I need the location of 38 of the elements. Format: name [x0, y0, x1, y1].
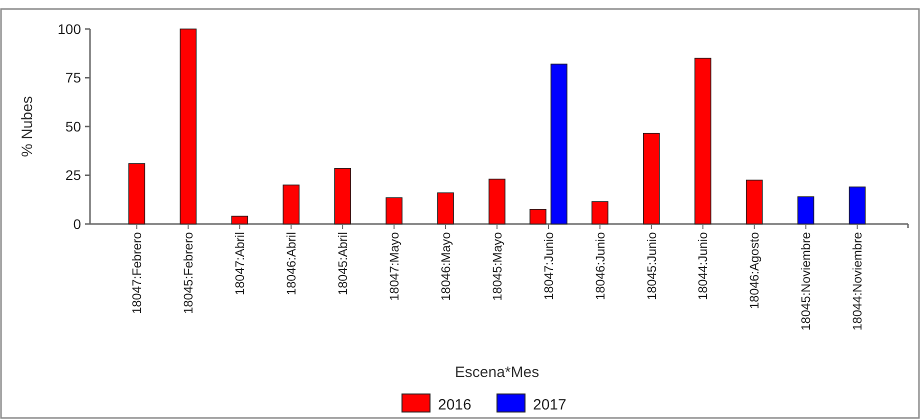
- bar: [643, 132, 660, 224]
- x-tick-label: 18047:Junio: [542, 232, 556, 300]
- bar: [386, 197, 402, 224]
- bar: [746, 180, 763, 224]
- x-axis-title: Escena*Mes: [454, 364, 540, 381]
- bar: [180, 28, 197, 224]
- x-tick-label: 18047:Mayo: [387, 232, 402, 301]
- bar: [128, 163, 146, 224]
- y-tick-label: 50: [65, 118, 82, 134]
- bar: [848, 186, 866, 224]
- legend-label: 2016: [438, 396, 472, 414]
- x-tick-label: 18047:Abril: [233, 232, 248, 296]
- y-axis-title: % Nubes: [19, 96, 36, 157]
- x-tick-label: 18046:Agosto: [748, 232, 762, 310]
- x-tick-label: 18046:Mayo: [438, 232, 453, 301]
- x-tick-label: 18044:Junio: [696, 232, 710, 300]
- y-tick-label: 0: [73, 216, 82, 232]
- x-tick-label: 18045:Mayo: [490, 232, 504, 301]
- legend-label: 2017: [533, 396, 566, 414]
- bar: [282, 184, 300, 224]
- x-tick-label: 18045:Noviembre: [799, 232, 814, 331]
- x-tick-label: 18045:Febrero: [182, 232, 196, 314]
- x-tick-label: 18044:Noviembre: [850, 232, 865, 331]
- x-tick-label: 18046:Junio: [593, 232, 608, 300]
- y-tick-label: 100: [58, 20, 82, 37]
- bar: [231, 216, 248, 224]
- bar: [437, 192, 454, 224]
- bar: [797, 196, 814, 224]
- x-tick-label: 18045:Abril: [336, 232, 350, 296]
- bar: [694, 58, 712, 224]
- x-tick-label: 18047:Febrero: [130, 232, 144, 314]
- bar: [334, 168, 351, 224]
- bar: [488, 178, 506, 224]
- x-tick-label: 18045:Junio: [644, 232, 659, 300]
- y-tick-label: 75: [65, 70, 82, 86]
- x-tick-label: 18046:Abril: [284, 232, 299, 296]
- y-tick-label: 25: [65, 167, 82, 184]
- bar: [592, 201, 608, 224]
